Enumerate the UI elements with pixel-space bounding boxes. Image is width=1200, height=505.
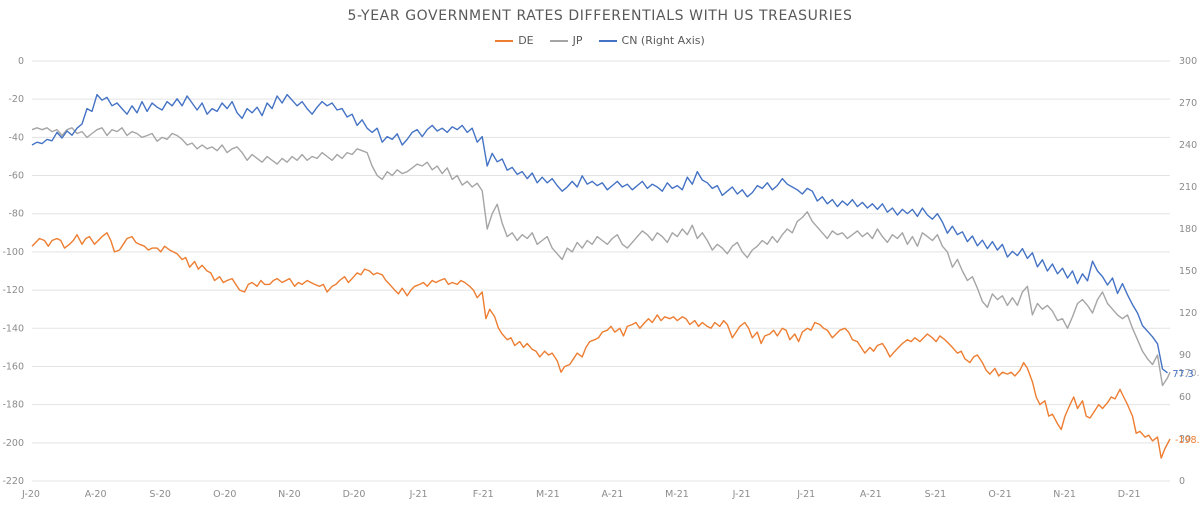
chart-title: 5-YEAR GOVERNMENT RATES DIFFERENTIALS WI…	[347, 8, 853, 24]
x-tick-label: D-21	[1118, 489, 1141, 500]
x-tick-label: A-21	[860, 489, 882, 500]
left-tick-label: -120	[2, 285, 24, 296]
x-tick-label: J-21	[409, 489, 428, 500]
left-tick-label: 0	[18, 56, 24, 67]
right-tick-label: 210	[1179, 182, 1197, 193]
legend-label-jp: JP	[572, 34, 583, 47]
right-tick-label: 180	[1179, 224, 1197, 235]
x-tick-label: A-20	[85, 489, 107, 500]
x-axis: J-20 A-20 S-20 O-20 N-20 D-20 J-21 F-21 M-21 A-21…	[21, 489, 1141, 500]
left-axis: 0 -20 -40 -60 -80 -100 -120 -140 -160 -180 -200 -22…	[2, 56, 24, 487]
left-tick-label: -200	[2, 438, 24, 449]
right-tick-label: 270	[1179, 98, 1197, 109]
legend-label-cn: CN (Right Axis)	[621, 34, 705, 47]
right-tick-label: 60	[1179, 392, 1191, 403]
legend-item-cn: CN (Right Axis)	[598, 34, 705, 47]
left-tick-label: -80	[8, 209, 24, 220]
right-tick-label: 150	[1179, 266, 1197, 277]
series-line-de	[31, 232, 1171, 459]
left-tick-label: -40	[8, 132, 24, 143]
left-tick-label: -60	[8, 171, 24, 182]
x-tick-label: O-20	[213, 489, 236, 500]
right-tick-label: 300	[1179, 56, 1197, 67]
left-tick-label: -220	[2, 476, 24, 487]
x-tick-label: D-20	[343, 489, 366, 500]
legend-swatch-de	[495, 39, 514, 42]
x-tick-label: M-21	[536, 489, 560, 500]
legend-item-jp: JP	[549, 34, 583, 47]
x-tick-label: J-21	[732, 489, 751, 500]
end-value-labels: -198.0 -170.177.3	[1172, 368, 1200, 446]
x-tick-label: J-20	[21, 489, 40, 500]
x-tick-label: A-21	[601, 489, 623, 500]
end-label-cn: 77.3	[1172, 369, 1193, 380]
legend-swatch-cn	[598, 39, 617, 42]
legend-swatch-jp	[549, 39, 568, 42]
chart-legend: DE JP CN (Right Axis)	[0, 34, 1200, 47]
series-line-cn	[31, 93, 1168, 374]
right-tick-label: 90	[1179, 350, 1191, 361]
x-tick-label: M-21	[665, 489, 689, 500]
right-tick-label: 120	[1179, 308, 1197, 319]
series-line-jp	[31, 127, 1171, 387]
legend-item-de: DE	[495, 34, 534, 47]
right-tick-label: 30	[1179, 434, 1191, 445]
gridlines	[32, 60, 1170, 482]
x-tick-label: S-20	[149, 489, 171, 500]
right-tick-label: 240	[1179, 140, 1197, 151]
right-tick-label: 0	[1179, 476, 1185, 487]
x-tick-label: O-21	[988, 489, 1011, 500]
end-label-de: -198.0	[1175, 435, 1200, 446]
left-tick-label: -140	[2, 323, 24, 334]
left-tick-label: -100	[2, 247, 24, 258]
x-tick-label: F-21	[473, 489, 494, 500]
x-tick-label: N-20	[278, 489, 301, 500]
left-tick-label: -180	[2, 400, 24, 411]
x-tick-label: S-21	[925, 489, 947, 500]
left-tick-label: -20	[8, 94, 24, 105]
left-tick-label: -160	[2, 361, 24, 372]
series-lines	[31, 93, 1171, 459]
x-tick-label: N-21	[1053, 489, 1076, 500]
end-label-jp: -170.1	[1175, 368, 1200, 379]
x-tick-label: J-21	[796, 489, 815, 500]
legend-label-de: DE	[518, 34, 534, 47]
